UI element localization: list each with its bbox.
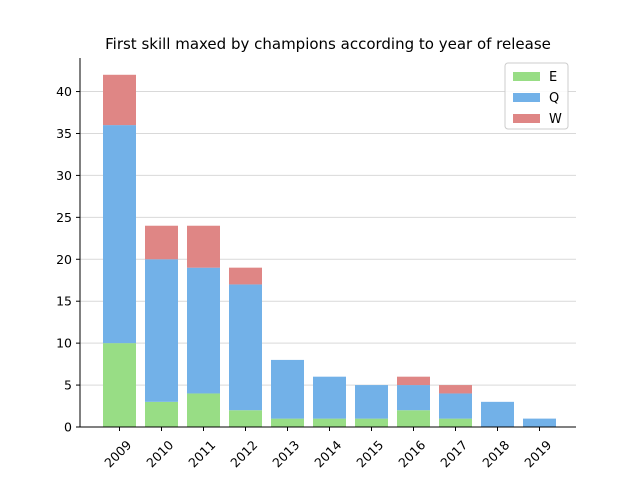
y-tick-label: 5 [64,378,72,393]
bar-segment-e [229,410,262,427]
bar-segment-q [229,284,262,411]
x-tick-label: 2017 [437,437,470,470]
x-tick-label: 2011 [185,437,218,470]
y-tick-label: 25 [56,210,72,225]
bar-segment-q [439,393,472,419]
bar-segment-e [187,393,220,427]
bar-segment-e [397,410,430,427]
bar-segment-q [187,267,220,394]
chart-title: First skill maxed by champions according… [105,35,551,53]
y-tick-label: 35 [56,126,72,141]
bar-segment-w [439,385,472,394]
legend-swatch-q [513,93,540,102]
legend-label-e: E [549,70,557,85]
x-tick-label: 2018 [479,437,512,470]
y-tick-label: 15 [56,294,72,309]
bar-segment-q [397,385,430,411]
bars [103,74,556,427]
bar-segment-q [523,418,556,427]
x-tick-label: 2010 [143,437,176,470]
bar-segment-w [145,225,178,260]
y-tick-label: 10 [56,336,72,351]
x-tick-label: 2015 [353,437,386,470]
bar-segment-e [271,418,304,427]
bar-segment-e [103,343,136,427]
bar-segment-q [355,385,388,419]
x-axis-ticks: 2009 2010 2011 2012 2013 2014 2015 2016 2017 2018… [101,427,554,470]
bar-segment-e [313,418,346,427]
bar-segment-q [481,401,514,427]
bar-segment-w [397,376,430,386]
legend-swatch-w [513,114,540,123]
axes [79,58,576,428]
x-tick-label: 2019 [521,437,554,470]
bar-segment-q [313,376,346,419]
legend-label-q: Q [549,91,559,106]
bar-segment-e [439,418,472,427]
bar-segment-w [103,74,136,126]
legend-swatch-e [513,72,540,81]
bar-segment-q [145,259,178,402]
legend: EQW [504,62,569,130]
x-tick-label: 2016 [395,437,428,470]
x-tick-label: 2013 [269,437,302,470]
y-tick-label: 40 [56,84,72,99]
bar-segment-q [271,359,304,419]
bar-segment-q [103,125,136,344]
y-tick-label: 20 [56,252,72,267]
y-tick-label: 0 [64,420,72,435]
y-axis-ticks: 0 5 10 15 20 25 30 35 40 [56,84,80,435]
bar-segment-e [145,401,178,427]
y-tick-label: 30 [56,168,72,183]
x-tick-label: 2014 [311,437,344,470]
bar-segment-w [229,267,262,285]
legend-label-w: W [549,112,562,127]
bar-segment-w [187,225,220,268]
x-tick-label: 2009 [101,437,134,470]
bar-segment-e [355,418,388,427]
x-tick-label: 2012 [227,437,260,470]
